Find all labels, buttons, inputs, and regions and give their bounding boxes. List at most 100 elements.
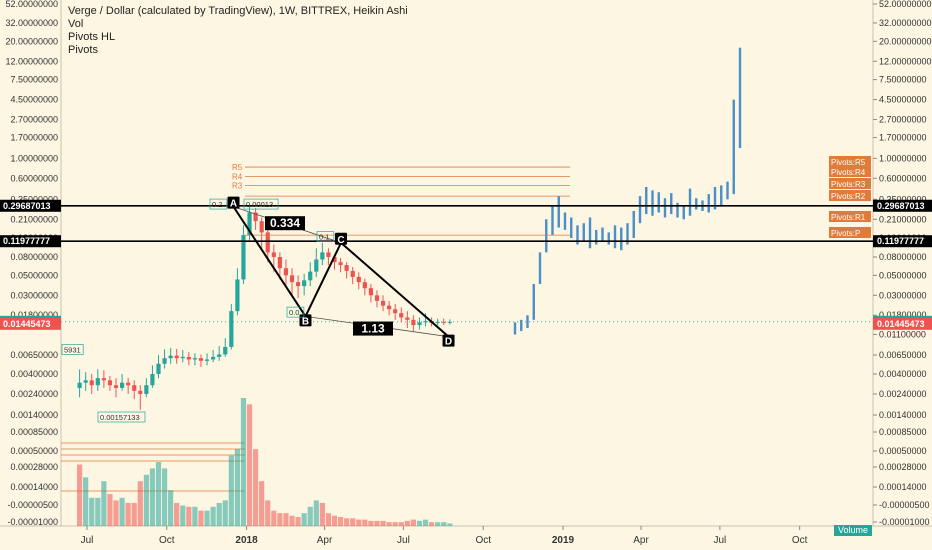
left-price-axis-label: 32.00000000 bbox=[5, 18, 58, 28]
left-volume-axis-label: -0.00000500 bbox=[7, 500, 58, 510]
candle-body bbox=[277, 256, 282, 269]
legend-pivots: Pivots bbox=[68, 44, 98, 56]
small-price-tag: 0.00157133 bbox=[97, 411, 146, 423]
price-axis-label: 0.08000000 bbox=[879, 252, 927, 262]
candle-body bbox=[235, 279, 240, 312]
left-price-axis-label: 0.00240000 bbox=[10, 389, 58, 399]
candle-body bbox=[308, 271, 313, 281]
volume-bar bbox=[410, 519, 416, 526]
projection-bar bbox=[657, 192, 660, 213]
price-axis-label: 0.00240000 bbox=[879, 389, 927, 399]
projection-bar bbox=[651, 190, 654, 216]
candle-body bbox=[211, 356, 216, 360]
volume-bar bbox=[216, 502, 222, 526]
volume-bar bbox=[228, 455, 234, 526]
small-price-tag-text: 0.00013 bbox=[246, 200, 273, 209]
volume-bar bbox=[143, 474, 149, 526]
candle-body bbox=[289, 275, 295, 283]
left-price-axis-label: 12.00000000 bbox=[5, 56, 58, 66]
volume-bar bbox=[319, 502, 325, 526]
projection-bar bbox=[713, 187, 717, 210]
candle-body bbox=[387, 305, 392, 310]
candle-body bbox=[156, 363, 161, 374]
left-price-axis-label: 0.03000000 bbox=[10, 290, 58, 300]
volume-bar bbox=[398, 522, 404, 526]
candle-body bbox=[283, 268, 289, 276]
pivot-badge-label: Pivots:R5 bbox=[831, 158, 866, 167]
projection-bar bbox=[538, 252, 542, 285]
volume-bar bbox=[301, 513, 307, 526]
left-price-label: 0.01445473 bbox=[3, 319, 51, 329]
price-axis-label: 4.50000000 bbox=[879, 95, 927, 105]
volume-bar bbox=[422, 519, 429, 526]
projection-bar bbox=[632, 210, 635, 239]
projection-bar bbox=[576, 225, 579, 245]
projection-bar bbox=[620, 227, 623, 251]
candle-body bbox=[259, 221, 264, 233]
volume-bar bbox=[362, 519, 368, 526]
candle-body bbox=[204, 359, 210, 361]
projection-bar bbox=[676, 202, 679, 218]
volume-bar bbox=[337, 517, 344, 526]
candle-body bbox=[126, 382, 131, 386]
projection-bar bbox=[557, 196, 560, 228]
price-axis-label: 0.01800000 bbox=[879, 310, 927, 320]
time-axis-label: 2018 bbox=[235, 535, 258, 546]
pivot-level-label: R3 bbox=[232, 181, 243, 190]
volume-bar bbox=[204, 510, 210, 526]
right-price-label-bg bbox=[873, 199, 932, 212]
projection-bar bbox=[545, 219, 548, 253]
left-price-axis-label: 20.00000000 bbox=[5, 36, 58, 46]
candle-body bbox=[186, 356, 191, 360]
volume-bar bbox=[277, 513, 283, 526]
candle-body bbox=[83, 380, 88, 383]
volume-bar bbox=[307, 506, 313, 526]
projection-bar bbox=[563, 212, 567, 230]
left-volume-axis-label: 0.00028000 bbox=[10, 462, 58, 472]
left-price-axis-label: 0.08000000 bbox=[10, 252, 58, 262]
small-price-tag-text: 0.2 bbox=[212, 200, 222, 209]
pivot-badge-label: Pivots:R4 bbox=[831, 168, 866, 177]
left-price-label-bg bbox=[0, 235, 61, 248]
pattern-path bbox=[232, 206, 450, 338]
candle-body bbox=[144, 385, 149, 394]
small-price-tag-border bbox=[209, 198, 228, 210]
volume-bar bbox=[89, 497, 95, 526]
candle-body bbox=[332, 256, 337, 263]
candle-body bbox=[113, 385, 119, 388]
pivot-badge: Pivots:R3 bbox=[829, 178, 871, 189]
left-price-axis-label: 0.00400000 bbox=[10, 369, 58, 379]
projection-bar bbox=[582, 223, 585, 242]
small-price-tag-border bbox=[61, 344, 84, 355]
volume-bar bbox=[380, 520, 386, 526]
volume-bar bbox=[265, 500, 271, 526]
right-price-label: 0.29687013 bbox=[877, 201, 925, 211]
small-price-tag-border bbox=[286, 306, 305, 318]
small-price-tag: 0.2 bbox=[209, 198, 228, 210]
legend-pivots-hl: Pivots HL bbox=[68, 31, 116, 43]
candle-body bbox=[326, 252, 331, 257]
volume-bar bbox=[192, 506, 198, 526]
volume-bar bbox=[350, 518, 356, 526]
pattern-point-label: C bbox=[337, 235, 344, 246]
projection-bar bbox=[670, 193, 673, 215]
candle-body bbox=[119, 382, 125, 388]
small-price-tag: 0.1 bbox=[316, 231, 335, 242]
small-price-tag-text: 0.1 bbox=[319, 233, 329, 242]
small-price-tag-text: 0.0 bbox=[289, 308, 299, 317]
price-axis-label: 0.00650000 bbox=[879, 350, 927, 360]
left-volume-axis-label: 0.00014000 bbox=[10, 482, 58, 492]
projection-bar bbox=[588, 217, 592, 249]
left-price-axis-label: 52.00000000 bbox=[5, 0, 58, 9]
volume-bar bbox=[83, 477, 89, 526]
candle-body bbox=[107, 380, 113, 386]
small-price-tag: 5931 bbox=[61, 344, 84, 355]
left-volume-axis-label: 0.00050000 bbox=[10, 446, 58, 456]
volume-bar bbox=[416, 520, 423, 526]
volume-bar bbox=[77, 464, 83, 526]
time-axis-label: Apr bbox=[317, 535, 333, 546]
volume-bar bbox=[325, 513, 332, 526]
volume-bar bbox=[161, 468, 168, 526]
right-axis-area bbox=[873, 0, 932, 526]
